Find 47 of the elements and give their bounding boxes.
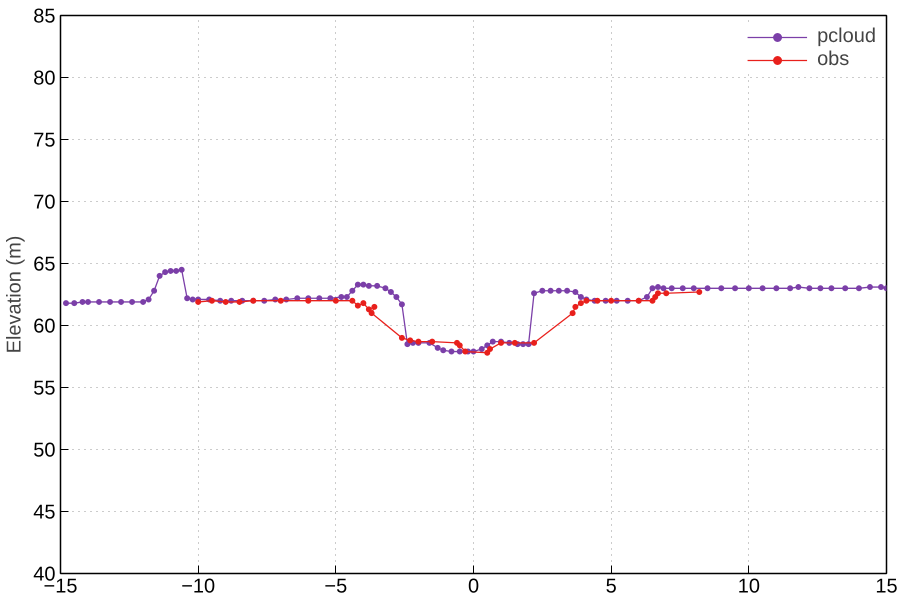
point bbox=[371, 304, 378, 310]
point bbox=[512, 340, 518, 346]
y-tick-label: 70 bbox=[33, 192, 56, 214]
point bbox=[407, 337, 414, 344]
y-tick-label: 45 bbox=[33, 502, 56, 524]
x-tick-label: −10 bbox=[181, 576, 216, 595]
point bbox=[578, 300, 584, 306]
legend-label: obs bbox=[817, 48, 850, 71]
y-tick-label: 75 bbox=[33, 130, 56, 152]
y-tick-label: 60 bbox=[33, 316, 56, 338]
point bbox=[663, 290, 670, 296]
point bbox=[462, 348, 468, 355]
point bbox=[360, 300, 366, 306]
y-tick-label: 80 bbox=[33, 68, 56, 90]
legend-label: pcloud bbox=[817, 25, 876, 48]
point bbox=[208, 298, 215, 304]
point bbox=[456, 342, 463, 348]
y-tick-label: 55 bbox=[33, 378, 56, 400]
point bbox=[608, 298, 614, 304]
y-axis-title: Elevation (m) bbox=[3, 236, 26, 354]
point bbox=[654, 290, 661, 296]
x-tick-label: 5 bbox=[606, 576, 617, 595]
x-tick-label: 0 bbox=[468, 576, 480, 595]
point bbox=[570, 310, 576, 316]
point bbox=[696, 289, 702, 296]
point bbox=[222, 298, 229, 305]
point bbox=[354, 302, 361, 309]
x-tick-label: 10 bbox=[738, 576, 760, 595]
point bbox=[572, 304, 578, 310]
point bbox=[195, 298, 202, 305]
point bbox=[278, 298, 284, 304]
x-tick-label: −5 bbox=[324, 576, 348, 595]
point bbox=[236, 298, 242, 305]
point bbox=[305, 298, 312, 304]
point bbox=[398, 334, 405, 341]
y-tick-label: 65 bbox=[33, 254, 56, 276]
point bbox=[487, 346, 494, 352]
point bbox=[349, 298, 356, 304]
y-tick-label: 50 bbox=[33, 440, 56, 462]
point bbox=[368, 310, 375, 316]
point bbox=[594, 298, 600, 304]
x-tick-label: 15 bbox=[875, 576, 898, 595]
point bbox=[429, 338, 436, 345]
point bbox=[366, 306, 372, 312]
point bbox=[531, 340, 538, 346]
point bbox=[332, 298, 339, 304]
y-tick-label: 85 bbox=[33, 6, 56, 28]
